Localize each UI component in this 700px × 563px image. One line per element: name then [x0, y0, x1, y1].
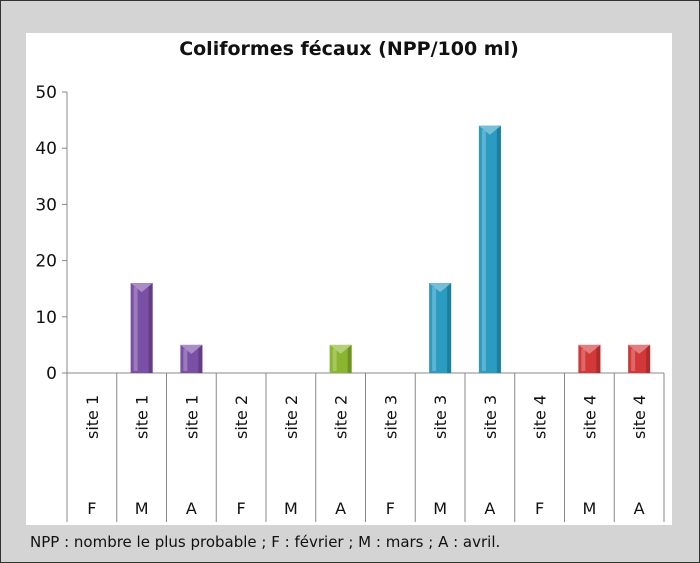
- category-site-label: site 4: [630, 395, 649, 439]
- bar-highlight: [183, 348, 188, 371]
- footnote: NPP : nombre le plus probable ; F : févr…: [30, 533, 501, 551]
- category-site-label: site 2: [332, 395, 351, 439]
- bar-cap: [478, 125, 501, 135]
- chart-title: Coliformes fécaux (NPP/100 ml): [179, 38, 519, 60]
- y-tick-label: 0: [46, 364, 57, 384]
- y-tick-label: 30: [35, 195, 57, 215]
- category-month-label: M: [135, 499, 149, 518]
- bar-shadow: [148, 283, 153, 373]
- category-site-label: site 1: [182, 395, 201, 439]
- category-site-label: site 3: [431, 395, 450, 439]
- bar-shadow: [596, 344, 601, 373]
- category-site-label: site 4: [580, 395, 599, 439]
- bar-cap: [180, 344, 203, 354]
- category-month-label: F: [535, 499, 544, 518]
- bar-highlight: [481, 129, 486, 371]
- category-site-label: site 4: [531, 395, 550, 439]
- category-month-label: A: [186, 499, 197, 518]
- y-tick-label: 50: [35, 83, 57, 103]
- bar-highlight: [581, 348, 586, 371]
- category-month-label: M: [284, 499, 298, 518]
- bar-highlight: [332, 348, 337, 371]
- category-month-label: F: [87, 499, 96, 518]
- category-month-label: A: [484, 499, 495, 518]
- bar-cap: [578, 344, 601, 354]
- category-month-label: M: [582, 499, 596, 518]
- category-site-label: site 3: [481, 395, 500, 439]
- bar-highlight: [133, 287, 138, 371]
- bar-shadow: [347, 344, 352, 373]
- category-month-label: F: [386, 499, 395, 518]
- category-site-label: site 1: [83, 395, 102, 439]
- category-month-label: A: [634, 499, 645, 518]
- bar-shadow: [646, 344, 651, 373]
- category-site-label: site 2: [282, 395, 301, 439]
- bar-cap: [429, 283, 452, 293]
- bar-highlight: [432, 287, 437, 371]
- category-site-label: site 3: [381, 395, 400, 439]
- bar-cap: [329, 344, 352, 354]
- bar-shadow: [496, 125, 501, 373]
- y-tick-label: 40: [35, 139, 57, 159]
- axes: 0 10 20 30 40 50: [35, 83, 665, 522]
- y-tick-label: 10: [35, 308, 57, 328]
- bar-cap: [130, 283, 153, 293]
- category-site-label: site 1: [133, 395, 152, 439]
- bar-highlight: [631, 348, 636, 371]
- bars: [130, 125, 651, 373]
- bar-cap: [628, 344, 651, 354]
- category-month-label: M: [433, 499, 447, 518]
- y-tick-label: 20: [35, 252, 57, 272]
- bar-shadow: [447, 283, 452, 373]
- category-site-label: site 2: [232, 395, 251, 439]
- category-month-label: F: [237, 499, 246, 518]
- bar-shadow: [198, 344, 203, 373]
- category-month-label: A: [335, 499, 346, 518]
